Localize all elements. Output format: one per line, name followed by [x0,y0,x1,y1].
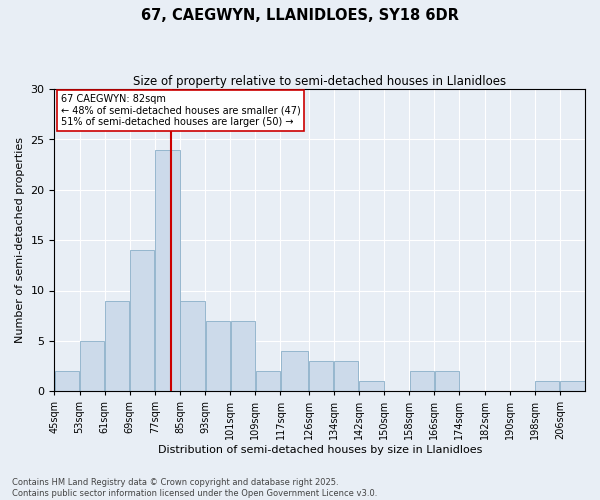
Bar [435,371,459,391]
Bar [130,250,154,391]
Bar [155,150,179,391]
Text: 67, CAEGWYN, LLANIDLOES, SY18 6DR: 67, CAEGWYN, LLANIDLOES, SY18 6DR [141,8,459,22]
X-axis label: Distribution of semi-detached houses by size in Llanidloes: Distribution of semi-detached houses by … [158,445,482,455]
Bar [359,381,383,391]
Bar [560,381,584,391]
Bar [256,371,280,391]
Y-axis label: Number of semi-detached properties: Number of semi-detached properties [15,137,25,343]
Title: Size of property relative to semi-detached houses in Llanidloes: Size of property relative to semi-detach… [133,75,506,88]
Bar [230,320,255,391]
Bar [309,361,334,391]
Bar [535,381,559,391]
Bar [105,300,129,391]
Bar [281,351,308,391]
Bar [410,371,434,391]
Text: 67 CAEGWYN: 82sqm
← 48% of semi-detached houses are smaller (47)
51% of semi-det: 67 CAEGWYN: 82sqm ← 48% of semi-detached… [61,94,301,128]
Bar [334,361,358,391]
Bar [55,371,79,391]
Bar [80,341,104,391]
Text: Contains HM Land Registry data © Crown copyright and database right 2025.
Contai: Contains HM Land Registry data © Crown c… [12,478,377,498]
Bar [206,320,230,391]
Bar [181,300,205,391]
